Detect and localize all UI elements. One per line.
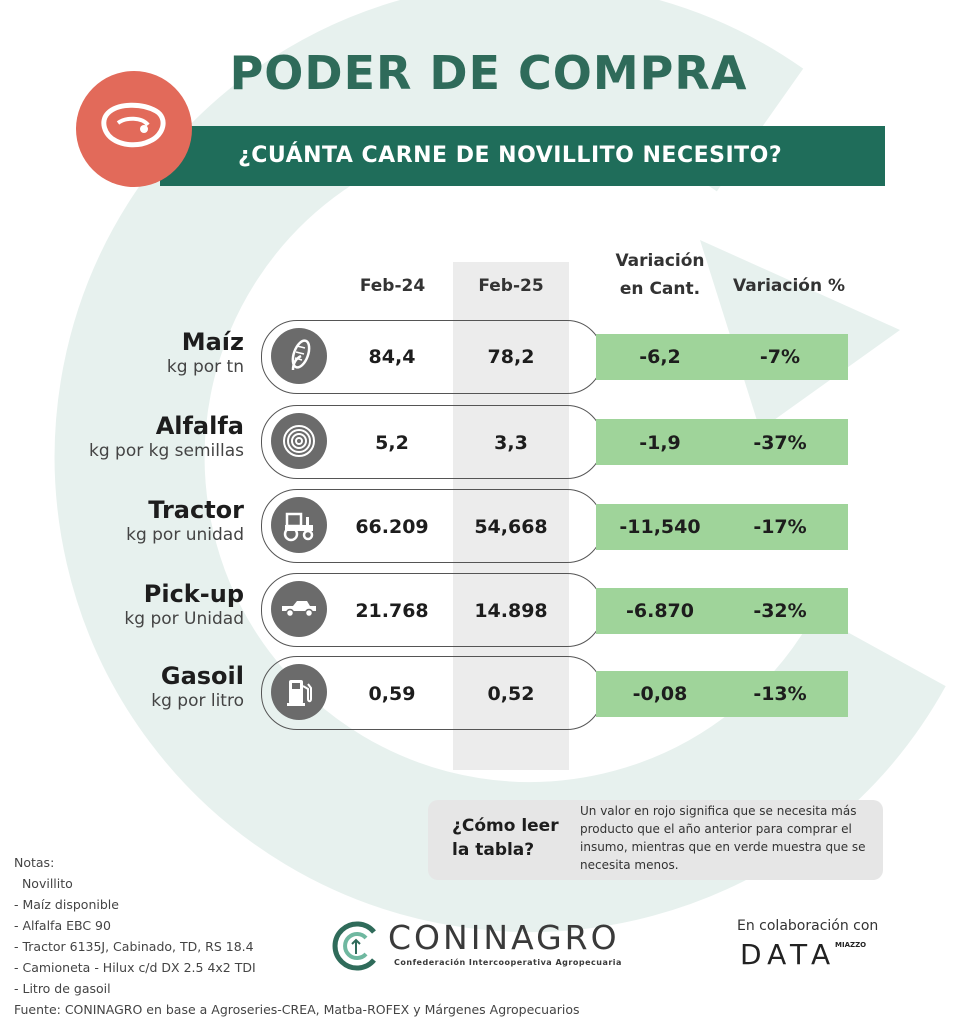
coninagro-logo-icon <box>332 921 376 971</box>
value-var-cant: -1,9 <box>639 432 681 454</box>
row-label-maiz: Maíz kg por tn <box>166 328 244 377</box>
data-logo: DATA <box>740 938 837 971</box>
value-var-pct: -13% <box>753 683 807 705</box>
row-label-alfalfa: Alfalfa kg por kg semillas <box>89 412 244 461</box>
positive-variation-bar <box>596 671 848 717</box>
collab-label: En colaboración con <box>737 918 879 934</box>
steak-icon <box>101 102 166 148</box>
value-var-cant: -6,2 <box>639 346 681 368</box>
value-feb24: 66.209 <box>355 516 429 538</box>
row-label-tractor: Tractor kg por unidad <box>126 496 244 545</box>
value-feb24: 84,4 <box>368 346 416 368</box>
value-var-pct: -37% <box>753 432 807 454</box>
positive-variation-bar <box>596 419 848 465</box>
value-var-cant: -6.870 <box>626 600 694 622</box>
value-var-pct: -32% <box>753 600 807 622</box>
source-note: Fuente: CONINAGRO en base a Agroseries-C… <box>14 1002 580 1017</box>
positive-variation-bar <box>596 334 848 380</box>
corn-icon <box>291 339 311 371</box>
value-var-pct: -17% <box>753 516 807 538</box>
value-var-cant: -0,08 <box>632 683 688 705</box>
feb25-column-highlight <box>453 262 569 770</box>
positive-variation-bar <box>596 504 848 550</box>
how-to-read-box <box>428 800 883 880</box>
header-var-cant: Variación en Cant. <box>615 251 705 299</box>
coninagro-tagline: Confederación Intercooperativa Agropecua… <box>394 958 622 967</box>
tractor-icon <box>283 512 314 542</box>
value-feb25: 3,3 <box>494 432 528 454</box>
value-feb25: 54,668 <box>474 516 548 538</box>
how-to-read-question: ¿Cómo leer la tabla? <box>452 816 559 860</box>
value-var-pct: -7% <box>759 346 801 368</box>
row-label-pickup: Pick-up kg por Unidad <box>124 580 244 629</box>
value-feb25: 78,2 <box>487 346 535 368</box>
notes-block: Notas: Novillito - Maíz disponible - Alf… <box>14 852 580 1020</box>
positive-variation-bar <box>596 588 848 634</box>
header-feb24: Feb-24 <box>359 276 426 296</box>
header-var-pct: Variación % <box>732 276 846 296</box>
value-feb24: 5,2 <box>375 432 409 454</box>
subtitle-banner <box>160 126 885 186</box>
row-label-gasoil: Gasoil kg por litro <box>151 662 244 711</box>
fuel-pump-icon <box>287 680 312 706</box>
coninagro-logo-text: CONINAGRO <box>388 918 620 957</box>
seed-bale-icon <box>283 425 315 457</box>
value-var-cant: -11,540 <box>619 516 701 538</box>
value-feb24: 21.768 <box>355 600 429 622</box>
value-feb24: 0,59 <box>368 683 416 705</box>
subtitle-text: ¿CUÁNTA CARNE DE NOVILLITO NECESITO? <box>238 143 783 168</box>
value-feb25: 14.898 <box>474 600 548 622</box>
pickup-icon <box>282 601 316 618</box>
how-to-read-answer: Un valor en rojo significa que se necesi… <box>580 804 866 872</box>
data-logo-sup: MIAZZO <box>835 941 867 949</box>
meat-badge <box>76 71 192 187</box>
page-title: PODER DE COMPRA <box>229 46 748 100</box>
header-feb25: Feb-25 <box>478 276 544 296</box>
value-feb25: 0,52 <box>487 683 535 705</box>
